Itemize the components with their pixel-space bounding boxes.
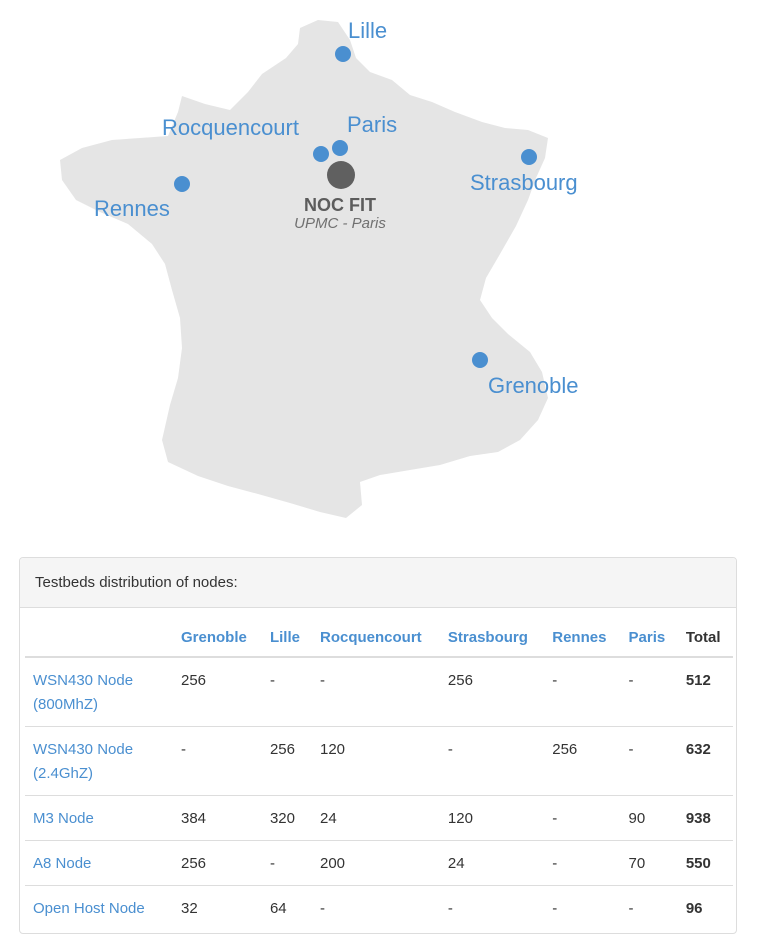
node-count-cell: 320 bbox=[261, 795, 312, 841]
column-header-rocquencourt[interactable]: Rocquencourt bbox=[311, 613, 440, 658]
nodes-distribution-table: Grenoble Lille Rocquencourt Strasbourg Renne… bbox=[25, 613, 733, 930]
node-total-cell: 512 bbox=[685, 672, 711, 689]
node-count-cell: 24 bbox=[311, 795, 440, 841]
node-count-cell: - bbox=[439, 885, 545, 930]
node-count-cell: - bbox=[620, 726, 678, 796]
node-count-cell: - bbox=[269, 672, 275, 689]
table-body: WSN430 Node (800MhZ) 256- -256- -512 WSN430 … bbox=[25, 657, 733, 930]
city-marker-paris[interactable] bbox=[332, 140, 348, 156]
node-count-cell: 64 bbox=[261, 885, 312, 930]
city-marker-lille[interactable] bbox=[335, 46, 351, 62]
column-header-paris[interactable]: Paris bbox=[620, 613, 678, 658]
column-header-rennes[interactable]: Rennes bbox=[544, 613, 621, 658]
node-count-cell: - bbox=[544, 885, 621, 930]
node-total-cell: 550 bbox=[677, 840, 733, 886]
node-count-cell: 256 bbox=[447, 672, 473, 689]
testbeds-panel: Testbeds distribution of nodes: Grenoble… bbox=[19, 557, 737, 934]
table-row: WSN430 Node (800MhZ) 256 - - 256 - - 512 bbox=[25, 657, 733, 727]
column-header-grenoble[interactable]: Grenoble bbox=[173, 613, 262, 658]
node-count-cell: 256 bbox=[181, 672, 207, 689]
noc-subtitle: UPMC - Paris bbox=[294, 215, 386, 232]
column-header-strasbourg[interactable]: Strasbourg bbox=[439, 613, 545, 658]
node-count-cell: 120 bbox=[311, 726, 440, 796]
node-count-cell: 256 bbox=[173, 840, 262, 886]
table-row: WSN430 Node (2.4GhZ) -256 120-256-632 bbox=[25, 726, 733, 796]
node-count-cell: 256 bbox=[544, 726, 621, 796]
node-count-cell: - bbox=[261, 840, 312, 886]
column-header-lille[interactable]: Lille bbox=[261, 613, 312, 658]
table-row: M3 Node 384 320 24 120-90 938 bbox=[25, 795, 733, 841]
node-count-cell: 90 bbox=[620, 795, 678, 841]
city-marker-strasbourg[interactable] bbox=[521, 149, 537, 165]
node-count-cell: - bbox=[544, 795, 621, 841]
node-count-cell: - bbox=[620, 885, 678, 930]
node-count-cell: 70 bbox=[620, 840, 678, 886]
node-type-link[interactable]: M3 Node bbox=[25, 795, 173, 841]
map-canvas: Lille Paris Rocquencourt Strasbourg Rennes Gr… bbox=[60, 18, 579, 518]
noc-marker[interactable] bbox=[327, 161, 355, 189]
node-count-cell: 200 bbox=[311, 840, 440, 886]
city-marker-rocquencourt[interactable] bbox=[313, 146, 329, 162]
city-marker-rennes[interactable] bbox=[174, 176, 190, 192]
city-label-paris[interactable]: Paris bbox=[347, 112, 397, 137]
column-header-total: Total bbox=[677, 613, 733, 658]
france-testbed-map: Lille Paris Rocquencourt Strasbourg Rennes Gr… bbox=[60, 18, 579, 518]
node-total-cell: 96 bbox=[677, 885, 733, 930]
node-type-link[interactable]: A8 Node bbox=[25, 840, 173, 886]
node-type-link[interactable]: WSN430 Node (800MhZ) bbox=[33, 672, 134, 713]
city-label-rocquencourt[interactable]: Rocquencourt bbox=[162, 115, 299, 140]
node-type-link[interactable]: WSN430 Node (2.4GhZ) bbox=[25, 726, 173, 796]
node-count-cell: - bbox=[544, 840, 621, 886]
france-outline bbox=[60, 20, 548, 518]
node-count-cell: - bbox=[311, 885, 440, 930]
city-label-grenoble[interactable]: Grenoble bbox=[488, 373, 579, 398]
node-type-link[interactable]: Open Host Node bbox=[25, 885, 173, 930]
node-count-cell: 32 bbox=[173, 885, 262, 930]
node-count-cell: 256 bbox=[261, 726, 312, 796]
node-total-cell: 938 bbox=[677, 795, 733, 841]
table-header-row: Grenoble Lille Rocquencourt Strasbourg Renne… bbox=[25, 613, 733, 658]
city-label-lille[interactable]: Lille bbox=[348, 18, 387, 43]
table-row: A8 Node 256-200 24-70 550 bbox=[25, 840, 733, 886]
node-total-cell: 632 bbox=[677, 726, 733, 796]
noc-title: NOC FIT bbox=[304, 195, 376, 215]
column-header-name bbox=[25, 613, 173, 658]
node-count-cell: - bbox=[173, 726, 262, 796]
node-count-cell: - bbox=[319, 672, 325, 689]
node-count-cell: - bbox=[439, 726, 545, 796]
node-count-cell: - bbox=[552, 672, 558, 689]
node-count-cell: 24 bbox=[439, 840, 545, 886]
panel-heading: Testbeds distribution of nodes: bbox=[20, 558, 736, 608]
table-row: Open Host Node 32 64- - - -96 bbox=[25, 885, 733, 930]
node-count-cell: - bbox=[628, 672, 634, 689]
city-marker-grenoble[interactable] bbox=[472, 352, 488, 368]
city-label-rennes[interactable]: Rennes bbox=[94, 196, 170, 221]
city-label-strasbourg[interactable]: Strasbourg bbox=[470, 170, 578, 195]
node-count-cell: 384 bbox=[173, 795, 262, 841]
node-count-cell: 120 bbox=[439, 795, 545, 841]
